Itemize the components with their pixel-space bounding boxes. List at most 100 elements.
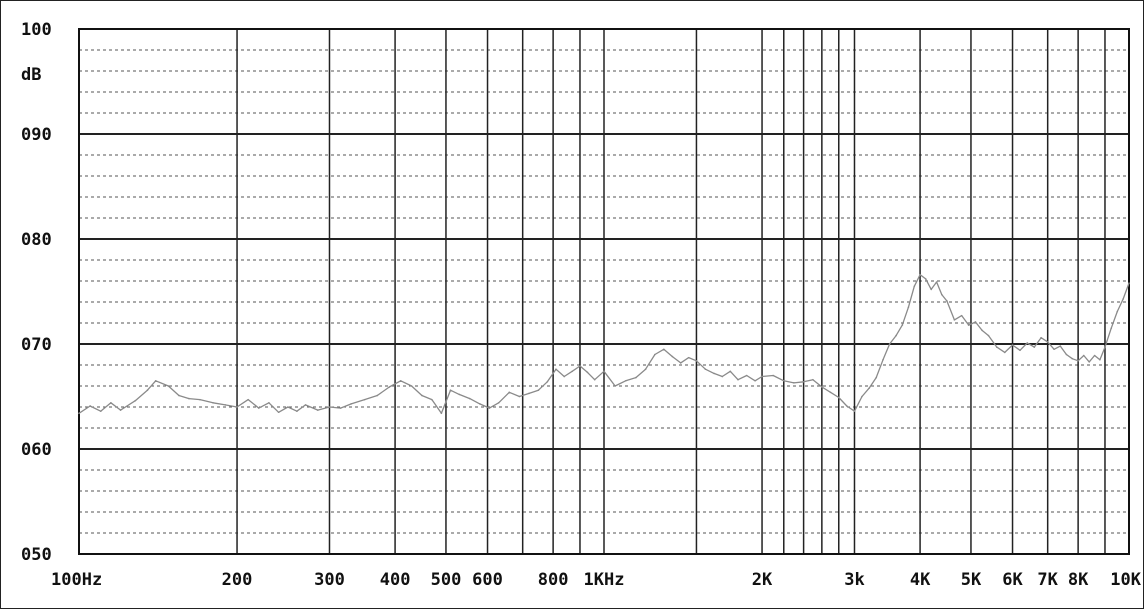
data-point xyxy=(555,368,557,371)
data-point xyxy=(1093,354,1096,357)
data-point xyxy=(339,407,342,409)
data-point xyxy=(953,319,956,321)
data-point xyxy=(586,371,589,374)
data-point xyxy=(654,353,656,356)
data-point xyxy=(907,306,910,309)
x-tick-label: 100Hz xyxy=(51,570,102,590)
data-point xyxy=(919,273,921,276)
data-point xyxy=(99,410,102,413)
data-point xyxy=(772,374,774,377)
data-point xyxy=(1104,346,1106,348)
data-point xyxy=(440,412,443,415)
data-point xyxy=(704,368,707,371)
data-point xyxy=(913,285,916,288)
data-point xyxy=(729,370,732,373)
data-point xyxy=(224,404,227,406)
x-tick-label: 3k xyxy=(844,570,864,590)
data-point xyxy=(967,324,970,326)
data-point xyxy=(635,376,637,379)
data-point xyxy=(528,392,530,395)
data-point xyxy=(388,386,391,388)
y-tick-label: 070 xyxy=(21,335,52,355)
x-tick-label: 500 xyxy=(431,570,462,590)
data-point xyxy=(537,389,540,392)
data-point xyxy=(546,381,549,383)
data-point xyxy=(868,387,871,389)
data-point xyxy=(671,355,674,358)
data-point xyxy=(644,368,647,371)
data-point xyxy=(363,398,366,401)
data-point xyxy=(110,402,112,404)
data-point xyxy=(1082,354,1085,357)
data-point xyxy=(458,393,461,396)
data-point xyxy=(1053,348,1055,351)
data-point xyxy=(478,403,481,405)
data-point xyxy=(782,379,785,382)
data-point xyxy=(995,346,998,348)
data-point xyxy=(821,386,823,388)
y-tick-label: 050 xyxy=(21,545,52,565)
data-point xyxy=(593,378,596,381)
data-point xyxy=(236,406,238,408)
data-point xyxy=(376,394,379,397)
y-axis-unit-label: dB xyxy=(21,65,41,85)
data-point xyxy=(350,403,353,405)
plot-area-border xyxy=(78,28,1130,555)
y-axis-ticks: 100 090 080 070 060 050 xyxy=(21,20,52,565)
data-point xyxy=(167,385,170,387)
data-point xyxy=(1065,353,1068,356)
data-point xyxy=(695,360,698,362)
x-tick-label: 1KHz xyxy=(584,570,625,590)
data-point xyxy=(304,404,307,406)
data-point xyxy=(981,329,983,332)
data-point xyxy=(687,356,690,359)
data-point xyxy=(188,397,190,400)
data-point xyxy=(1033,346,1036,348)
data-point xyxy=(508,391,511,394)
data-point xyxy=(154,379,157,382)
data-point xyxy=(579,365,581,367)
data-point xyxy=(421,394,423,397)
data-point xyxy=(497,402,500,404)
data-point xyxy=(737,378,739,381)
y-tick-label: 060 xyxy=(21,440,52,460)
data-point xyxy=(296,410,298,413)
data-point xyxy=(178,394,180,397)
data-point xyxy=(199,398,201,401)
data-point xyxy=(802,381,805,383)
data-point xyxy=(624,379,627,382)
data-point xyxy=(1099,358,1101,361)
data-point xyxy=(888,343,891,345)
data-point xyxy=(257,407,260,409)
data-point xyxy=(1110,327,1113,330)
data-point xyxy=(853,410,856,413)
data-point xyxy=(614,385,616,387)
x-axis-ticks: 100Hz 200 300 400 500 600 800 1KHz 2K 3k 4K 5K 6K 7K 8… xyxy=(51,570,1142,590)
x-tick-label: 400 xyxy=(380,570,411,590)
data-point xyxy=(1122,298,1125,300)
y-tick-label: 080 xyxy=(21,230,52,250)
data-point xyxy=(518,395,521,398)
data-point xyxy=(882,358,884,361)
x-tick-label: 10K xyxy=(1110,570,1141,590)
data-point xyxy=(713,372,715,375)
data-point xyxy=(924,278,927,280)
data-point xyxy=(1026,342,1029,344)
data-point xyxy=(468,397,471,400)
series-layer xyxy=(78,273,1130,415)
data-point xyxy=(875,376,878,379)
data-point xyxy=(721,375,724,378)
data-point xyxy=(861,395,863,398)
x-tick-label: 600 xyxy=(472,570,503,590)
data-point xyxy=(563,375,566,378)
x-tick-label: 4K xyxy=(910,570,931,590)
data-point xyxy=(603,370,605,373)
data-point xyxy=(328,406,331,408)
data-point xyxy=(845,405,848,407)
x-tick-label: 8K xyxy=(1068,570,1089,590)
y-tick-label: 090 xyxy=(21,125,52,145)
data-point xyxy=(812,378,814,381)
data-point xyxy=(754,379,756,382)
data-point xyxy=(829,391,832,394)
